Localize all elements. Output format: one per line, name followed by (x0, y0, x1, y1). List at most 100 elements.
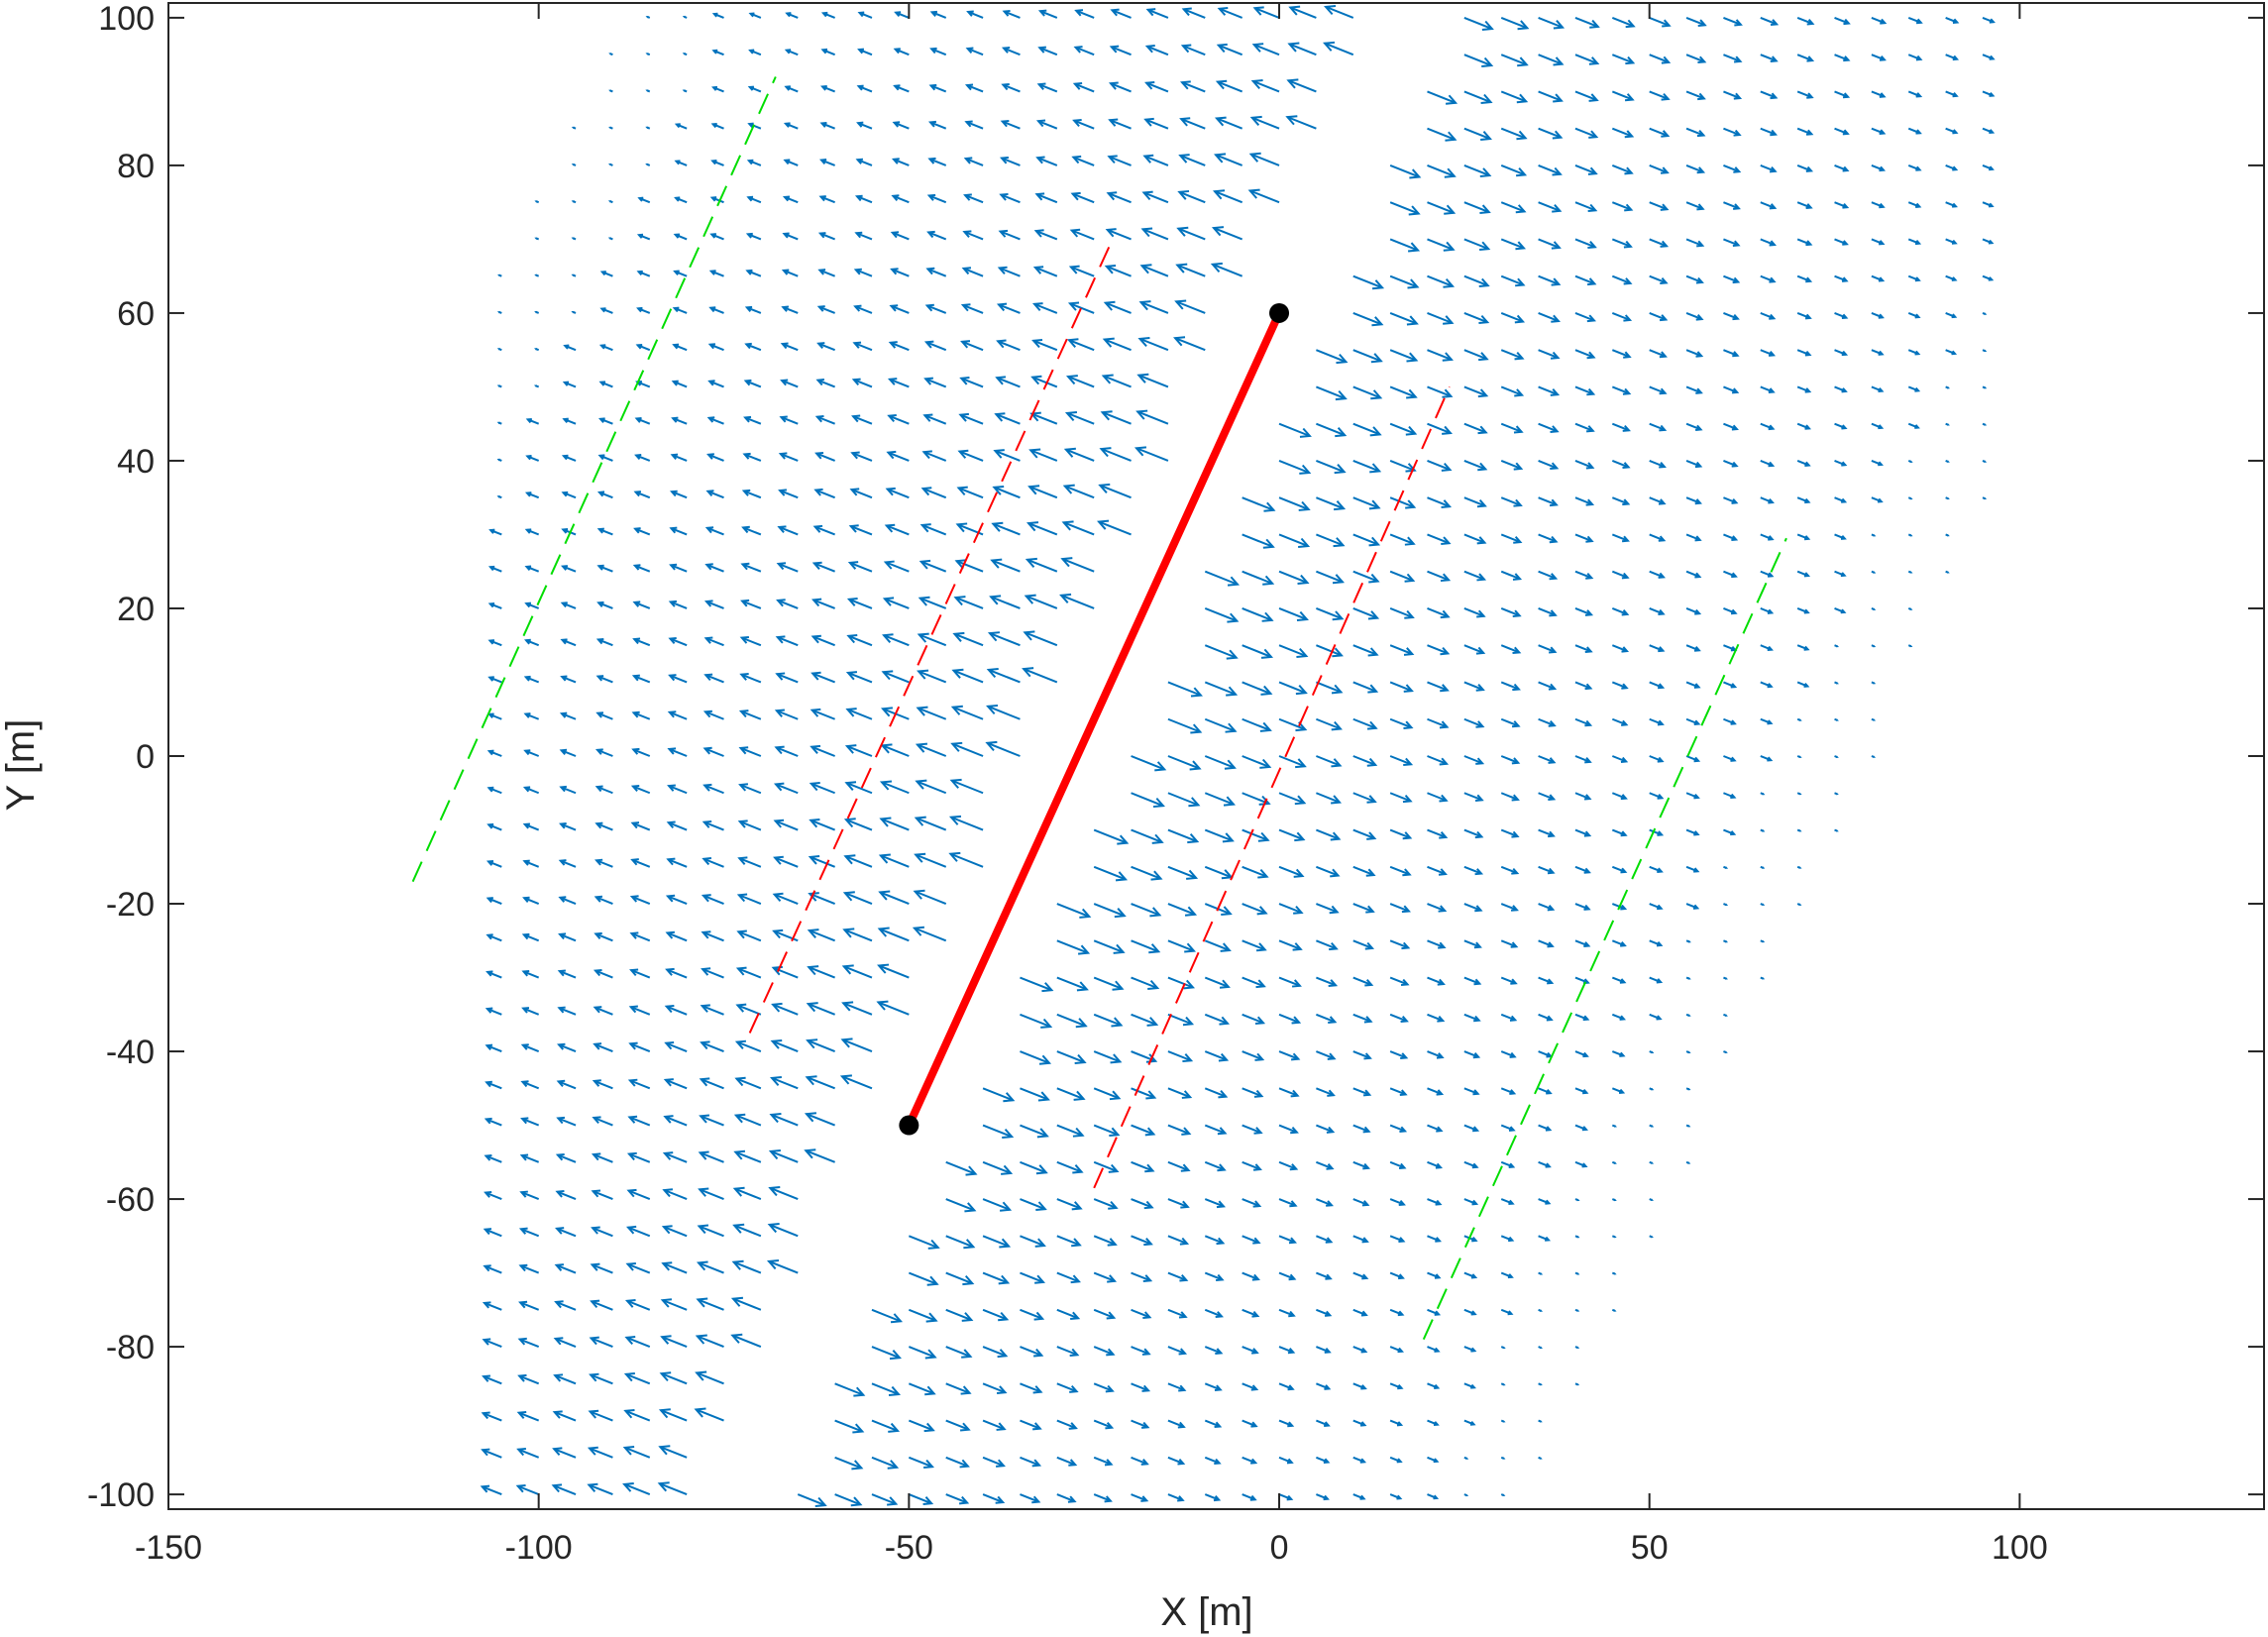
vector-arrow-shaft (982, 1124, 1013, 1139)
vector-arrow-shaft (1538, 164, 1562, 175)
vector-arrow-head (1872, 534, 1877, 537)
vector-arrow-head (1398, 1162, 1407, 1169)
vector-arrow-shaft (772, 1039, 799, 1052)
vector-arrow-shaft (1463, 570, 1485, 581)
vector-arrow-head (1879, 202, 1886, 209)
vector-arrow-head (664, 1041, 675, 1050)
vector-arrow-shaft (1427, 127, 1456, 141)
vector-arrow-shaft (955, 597, 984, 609)
vector-arrow-shaft (666, 1005, 688, 1016)
vector-arrow-shaft (1278, 755, 1306, 768)
vector-arrow-head (591, 1152, 601, 1161)
vector-arrow-shaft (1427, 349, 1453, 361)
vector-arrow-shaft (859, 12, 873, 19)
vector-arrow-head (1399, 1089, 1408, 1096)
vector-arrow-shaft (1760, 16, 1778, 26)
vector-arrow-head (1445, 131, 1458, 142)
vector-arrow-shaft (1105, 301, 1132, 314)
vector-arrow-head (959, 1495, 970, 1505)
vector-arrow-head (1215, 1311, 1225, 1319)
vector-arrow-head (1001, 1164, 1014, 1175)
vector-arrow-head (1841, 424, 1848, 430)
vector-arrow-head (1508, 1199, 1515, 1206)
vector-arrow-shaft (1109, 119, 1132, 130)
vector-arrow-head (1105, 1384, 1115, 1393)
vector-arrow-head (1548, 719, 1557, 727)
vector-arrow-shaft (1463, 164, 1490, 176)
vector-arrow-head (997, 1349, 1009, 1359)
vector-arrow-head (1659, 424, 1668, 432)
vector-arrow-head (665, 930, 675, 939)
vector-arrow-head (1367, 610, 1380, 620)
vector-arrow-shaft (963, 268, 984, 277)
vector-arrow-shaft (1611, 828, 1626, 836)
vector-arrow-shaft (1500, 828, 1518, 837)
vector-arrow-shaft (596, 786, 613, 795)
vector-arrow-head (1145, 8, 1156, 17)
vector-arrow-head (994, 412, 1006, 422)
vector-arrow-head (1032, 1422, 1042, 1431)
vector-arrow-shaft (1062, 558, 1095, 573)
vector-arrow-head (1064, 410, 1078, 422)
vector-arrow-shaft (1500, 238, 1525, 250)
vector-arrow-shaft (488, 750, 502, 757)
vector-arrow-shaft (1204, 1271, 1223, 1281)
vector-arrow-head (887, 1460, 900, 1470)
vector-arrow-shaft (1316, 422, 1346, 437)
vector-arrow-shaft (593, 1190, 613, 1200)
vector-arrow-shaft (1102, 411, 1132, 425)
vector-arrow-shaft (1167, 1346, 1186, 1355)
vector-arrow-shaft (1316, 1124, 1334, 1134)
vector-arrow-shaft (923, 451, 947, 462)
vector-arrow-shaft (1389, 976, 1408, 986)
vector-arrow-shaft (1649, 127, 1669, 137)
vector-arrow-head (561, 454, 569, 461)
vector-arrow-shaft (813, 562, 835, 573)
vector-arrow-head (876, 1000, 889, 1011)
vector-arrow-head (1549, 535, 1559, 544)
vector-arrow-head (1438, 941, 1447, 949)
vector-arrow-shaft (1287, 116, 1317, 130)
vector-arrow-head (1257, 831, 1270, 842)
vector-arrow-head (1404, 536, 1416, 546)
vector-arrow-shaft (1574, 607, 1592, 616)
vector-arrow-head (1035, 156, 1045, 164)
vector-arrow-shaft (1167, 1050, 1192, 1062)
vector-arrow-head (1508, 1126, 1516, 1132)
vector-arrow-head (1298, 537, 1311, 548)
vector-arrow-shaft (1093, 1235, 1117, 1246)
vector-arrow-shaft (1500, 349, 1523, 360)
vector-arrow-head (1324, 1347, 1332, 1354)
vector-arrow-head (1546, 1089, 1553, 1095)
vector-arrow-shaft (1352, 607, 1378, 619)
vector-arrow-head (701, 930, 711, 939)
vector-arrow-shaft (949, 852, 984, 868)
vector-arrow-shaft (1242, 903, 1267, 915)
vector-arrow-shaft (1093, 1087, 1120, 1100)
vector-arrow-shaft (519, 1338, 540, 1349)
vector-arrow-head (1400, 1016, 1409, 1024)
vector-arrow-shaft (1066, 411, 1095, 425)
vector-arrow-shaft (1023, 668, 1058, 684)
vector-arrow-head (1549, 498, 1559, 507)
vector-arrow-shaft (563, 491, 577, 499)
vector-arrow-head (552, 1447, 563, 1456)
vector-arrow-head (1842, 129, 1850, 136)
vector-arrow-shaft (1760, 164, 1776, 172)
vector-arrow-head (1438, 868, 1448, 876)
vector-arrow-head (1587, 277, 1597, 286)
vector-arrow-shaft (740, 673, 762, 684)
vector-arrow-head (702, 857, 712, 866)
vector-arrow-head (1288, 1237, 1297, 1245)
vector-arrow-head (1880, 18, 1888, 25)
vector-arrow-shaft (738, 857, 762, 868)
vector-arrow-head (1248, 152, 1261, 163)
vector-arrow-shaft (1020, 1419, 1041, 1430)
vector-arrow-head (1693, 683, 1701, 689)
vector-arrow-head (1336, 353, 1349, 365)
vector-arrow-head (1657, 867, 1664, 874)
vector-arrow-head (516, 1447, 526, 1457)
vector-arrow-shaft (1167, 1308, 1187, 1318)
vector-arrow-head (1106, 1348, 1116, 1357)
vector-arrow-head (1798, 903, 1802, 906)
